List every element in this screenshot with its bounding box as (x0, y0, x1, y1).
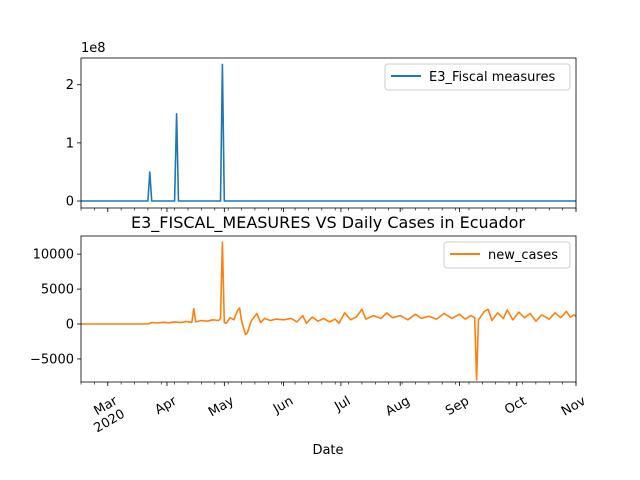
bottom-y-tick-label: 10000 (33, 248, 74, 263)
top-axes-frame (80, 57, 577, 209)
x-tick-label: Jul (331, 394, 353, 415)
top-y-tick-label: 0 (66, 195, 74, 210)
bottom-y-tick-label: 5000 (41, 283, 74, 298)
bottom-x-ticks: Mar2020 Apr May Jun Jul Aug Sep Oct Nov (80, 382, 589, 436)
x-tick-label: Apr (153, 393, 181, 418)
bottom-y-ticks: −5000 0 5000 10000 (30, 248, 81, 367)
x-tick-label: Aug (383, 394, 412, 420)
bottom-y-tick-label: −5000 (30, 352, 74, 367)
bottom-legend-box (443, 241, 571, 269)
x-tick-label: Nov (559, 394, 589, 420)
top-legend-box (384, 63, 571, 91)
chart-title: E3_FISCAL_MEASURES VS Daily Cases in Ecu… (131, 213, 525, 233)
x-tick-label: Mar2020 (84, 393, 128, 436)
top-legend: E3_Fiscal measures (384, 63, 571, 91)
bottom-y-tick-label: 0 (66, 318, 74, 333)
bottom-series-lines (81, 241, 577, 381)
top-y-tick-label: 2 (66, 78, 74, 93)
bottom-axes-frame (80, 235, 577, 383)
bottom-series-line (81, 241, 577, 381)
top-legend-label: E3_Fiscal measures (429, 70, 555, 85)
bottom-axes: E3_FISCAL_MEASURES VS Daily Cases in Ecu… (30, 213, 589, 458)
top-series-lines (81, 63, 576, 202)
top-axes: 1e8 0 1 2 E3_Fiscal measures (66, 41, 577, 212)
top-y-tick-label: 1 (66, 136, 74, 151)
x-tick-label: May (206, 394, 237, 421)
x-axis-label: Date (312, 443, 343, 458)
bottom-legend-label: new_cases (488, 248, 558, 263)
x-tick-label: Sep (443, 394, 472, 419)
top-offset-label: 1e8 (81, 41, 106, 56)
top-x-ticks (80, 208, 577, 212)
x-tick-label: Oct (502, 394, 529, 418)
bottom-legend: new_cases (443, 241, 571, 269)
x-tick-label: Jun (270, 394, 296, 418)
top-series-line (81, 63, 576, 202)
top-y-ticks: 0 1 2 (66, 78, 81, 210)
